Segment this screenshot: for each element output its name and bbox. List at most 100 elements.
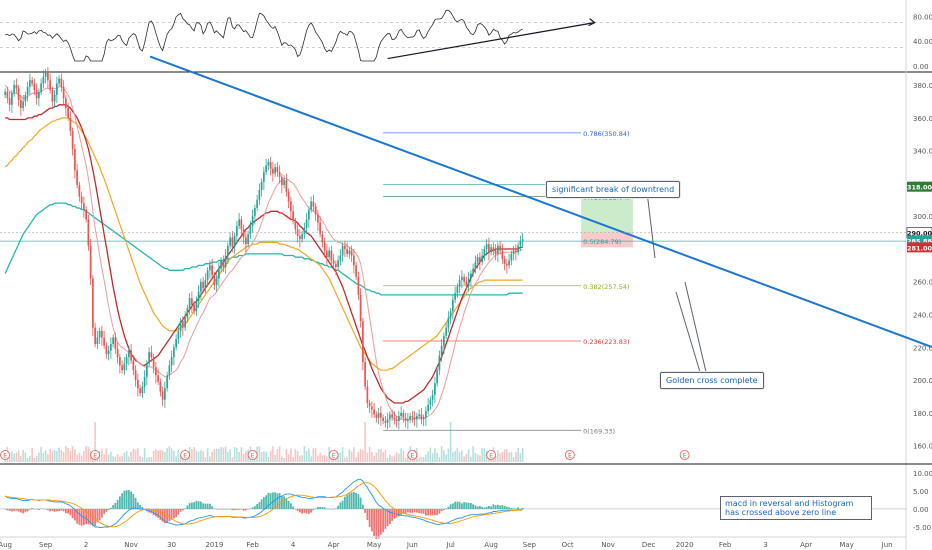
earnings-marker-label: E	[93, 453, 97, 460]
price-tick-label: 240.00	[913, 312, 932, 320]
macd-histogram-bar	[24, 508, 27, 513]
macd-histogram-bar	[415, 508, 418, 513]
volume-bar	[362, 449, 364, 462]
volume-bar	[155, 448, 157, 462]
earnings-marker-label: E	[3, 453, 7, 460]
macd-histogram-bar	[186, 505, 189, 509]
macd-histogram-bar	[53, 508, 56, 512]
volume-bar	[276, 448, 279, 462]
candle-body	[321, 234, 324, 243]
macd-histogram-bar	[44, 508, 47, 510]
macd-histogram-bar	[224, 508, 227, 510]
macd-histogram-bar	[64, 508, 67, 514]
macd-histogram-bar	[26, 508, 29, 512]
macd-histogram-bar	[118, 496, 121, 509]
macd-histogram-bar	[397, 508, 400, 517]
volume-bar	[479, 455, 481, 462]
volume-bar	[521, 447, 524, 462]
earnings-marker	[328, 450, 339, 460]
macd-histogram-bar	[316, 506, 319, 509]
price-tick-label: 380.00	[913, 82, 932, 90]
macd-histogram-bar	[449, 504, 452, 509]
macd-histogram-bar	[134, 497, 137, 509]
macd-histogram-bar	[179, 508, 182, 512]
candle-body	[148, 352, 150, 364]
candle-body	[434, 383, 436, 395]
volume-bar	[51, 451, 54, 462]
volume-bar	[319, 452, 321, 462]
price-tick-label: 180.00	[913, 410, 932, 418]
x-tick-label: Apr	[800, 541, 812, 549]
volume-bar	[375, 452, 378, 462]
candle-body	[47, 72, 49, 81]
volume-bar	[229, 449, 231, 462]
candle-body	[456, 286, 459, 294]
price-tick-label: 360.00	[913, 115, 932, 123]
downtrend-line	[149, 55, 932, 348]
candle-body	[420, 414, 423, 420]
candle-body	[110, 344, 112, 351]
volume-bar	[294, 449, 297, 462]
macd-histogram-bar	[490, 506, 493, 509]
volume-bar	[107, 454, 110, 462]
candle-body	[326, 250, 328, 258]
macd-histogram-bar	[422, 508, 425, 514]
volume-bar	[146, 457, 148, 462]
volume-bar	[463, 456, 465, 462]
candle-body	[413, 417, 416, 420]
annotation-golden-cross[interactable]: Golden cross complete	[660, 372, 764, 389]
annotation-break-downtrend[interactable]: significant break of downtrend	[546, 181, 681, 198]
candle-body	[139, 388, 141, 394]
volume-bar	[58, 447, 60, 462]
rsi-pane: 80.00 40.00 0.00	[0, 9, 932, 71]
candle-body	[101, 330, 103, 338]
macd-histogram-bar	[127, 490, 130, 509]
earnings-marker	[486, 450, 497, 460]
macd-histogram-bar	[240, 508, 243, 510]
candle-body	[341, 245, 344, 256]
macd-histogram-bar	[211, 506, 214, 509]
candle-body	[233, 235, 236, 248]
volume-bar	[481, 448, 483, 462]
macd-histogram-bar	[467, 502, 470, 509]
annotation-macd-note[interactable]: macd in reversal and Histogram has cross…	[720, 496, 872, 520]
candle-body	[278, 171, 281, 177]
x-tick-label: 2	[84, 541, 88, 549]
candle-body	[175, 339, 177, 348]
candle-body	[474, 262, 477, 269]
macd-histogram-bar	[512, 508, 515, 509]
macd-histogram-bar	[505, 506, 508, 509]
candle-body	[240, 219, 243, 230]
volume-bar	[150, 457, 153, 462]
macd-histogram-bar	[472, 504, 475, 509]
volume-bar	[80, 455, 83, 462]
volume-bar	[29, 455, 31, 462]
candle-body	[44, 72, 47, 77]
rsi-tick-label: 80.00	[913, 13, 932, 21]
earnings-marker	[564, 450, 575, 460]
volume-bar	[157, 450, 159, 462]
candle-body	[521, 239, 524, 241]
candle-body	[132, 360, 135, 371]
candle-body	[6, 91, 9, 99]
candle-body	[166, 375, 168, 389]
candle-body	[366, 386, 369, 404]
volume-bar	[386, 457, 389, 462]
candle-body	[80, 196, 83, 204]
macd-histogram-bar	[366, 508, 369, 520]
volume-bar	[141, 457, 144, 462]
volume-bar	[517, 447, 519, 462]
candle-body	[330, 250, 333, 261]
candle-body	[155, 366, 157, 376]
volume-bar	[267, 456, 270, 462]
volume-bar	[49, 448, 51, 462]
volume-bar	[177, 449, 180, 462]
volume-bar	[389, 454, 391, 462]
price-tick-label: 340.00	[913, 148, 932, 156]
volume-bar	[204, 457, 207, 462]
volume-bar	[461, 450, 463, 462]
candle-body	[78, 185, 81, 197]
macd-histogram-bar	[170, 508, 173, 520]
candle-body	[161, 391, 164, 400]
